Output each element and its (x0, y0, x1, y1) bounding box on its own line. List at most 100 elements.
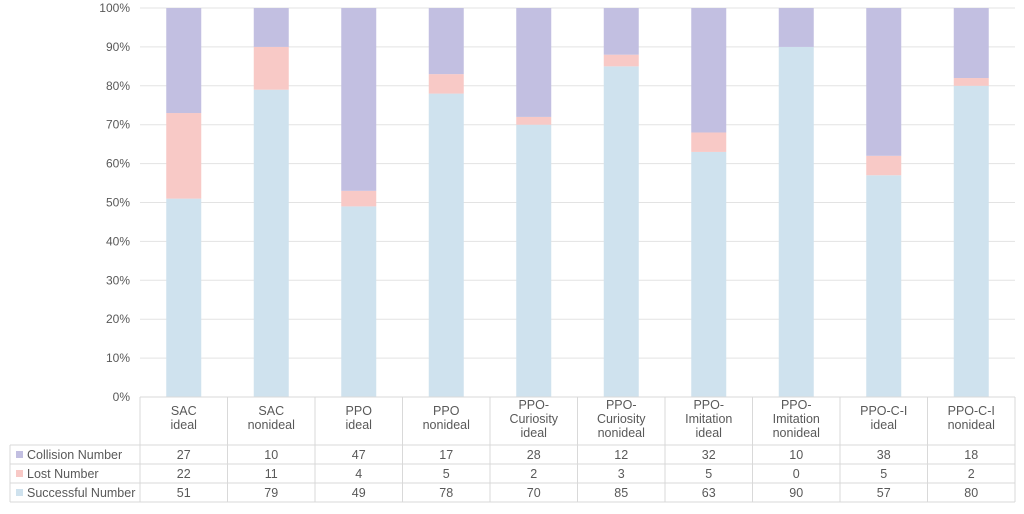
bar-segment (953, 8, 989, 79)
bar-segment (516, 8, 552, 117)
bar-segment (253, 89, 289, 397)
data-label: 10 (264, 448, 278, 462)
data-label: 49 (352, 486, 366, 500)
x-category-label: PPO-C-I (948, 404, 995, 418)
bar-segment (866, 155, 902, 176)
bar-segment (866, 8, 902, 156)
bar-segment (778, 8, 814, 47)
bar-segment (341, 190, 377, 207)
legend-entry: Successful Number (27, 486, 135, 500)
x-category-label: PPO (346, 404, 373, 418)
bar-segment (778, 46, 814, 398)
x-category-label: nonideal (948, 418, 995, 432)
bar-segment (253, 46, 289, 90)
x-category-label: ideal (521, 426, 547, 440)
data-label: 18 (964, 448, 978, 462)
x-category-label: SAC (258, 404, 284, 418)
x-category-label: ideal (696, 426, 722, 440)
data-label: 0 (793, 467, 800, 481)
data-label: 78 (439, 486, 453, 500)
y-tick-label: 20% (106, 312, 130, 326)
legend-entry: Lost Number (27, 467, 99, 481)
bar-segment (166, 113, 202, 199)
y-tick-label: 90% (106, 40, 130, 54)
x-category-label: Curiosity (509, 412, 558, 426)
data-label: 90 (789, 486, 803, 500)
bar-segment (516, 124, 552, 397)
data-label: 2 (530, 467, 537, 481)
bar-segment (166, 8, 202, 114)
x-category-label: ideal (871, 418, 897, 432)
x-category-label: Imitation (773, 412, 820, 426)
x-category-label: nonideal (773, 426, 820, 440)
bar-segment (866, 175, 902, 397)
y-tick-label: 30% (106, 273, 130, 287)
x-category-label: PPO- (781, 398, 812, 412)
x-category-label: ideal (171, 418, 197, 432)
data-label: 70 (527, 486, 541, 500)
data-label: 22 (177, 467, 191, 481)
x-category-label: PPO (433, 404, 460, 418)
x-category-label: PPO-C-I (860, 404, 907, 418)
data-label: 11 (265, 467, 278, 481)
legend-swatch (16, 451, 23, 458)
data-label: 80 (964, 486, 978, 500)
y-tick-label: 0% (113, 390, 131, 404)
data-label: 47 (352, 448, 366, 462)
y-tick-label: 80% (106, 79, 130, 93)
data-label: 79 (264, 486, 278, 500)
data-label: 5 (705, 467, 712, 481)
bar-segment (603, 54, 639, 67)
y-tick-label: 50% (106, 196, 130, 210)
x-category-label: Curiosity (597, 412, 646, 426)
data-label: 10 (789, 448, 803, 462)
bar-segment (691, 151, 727, 397)
bar-segment (516, 116, 552, 125)
bar-segment (691, 8, 727, 133)
x-category-label: PPO- (693, 398, 724, 412)
bar-segment (953, 78, 989, 86)
data-label: 5 (880, 467, 887, 481)
y-tick-label: 40% (106, 234, 130, 248)
data-label: 3 (618, 467, 625, 481)
bar-segment (428, 74, 464, 94)
legend-swatch (16, 470, 23, 477)
data-label: 5 (443, 467, 450, 481)
data-label: 2 (968, 467, 975, 481)
y-tick-label: 60% (106, 157, 130, 171)
data-label: 27 (177, 448, 191, 462)
bar-segment (603, 8, 639, 55)
bar-segment (603, 66, 639, 397)
x-category-label: SAC (171, 404, 197, 418)
x-category-label: PPO- (606, 398, 637, 412)
x-category-label: nonideal (248, 418, 295, 432)
bar-segment (166, 198, 202, 397)
y-tick-label: 100% (99, 1, 130, 15)
data-label: 28 (527, 448, 541, 462)
data-label: 57 (877, 486, 891, 500)
x-category-label: nonideal (598, 426, 645, 440)
data-label: 32 (702, 448, 716, 462)
x-category-label: nonideal (423, 418, 470, 432)
data-label: 85 (614, 486, 628, 500)
x-category-label: PPO- (518, 398, 549, 412)
data-label: 4 (355, 467, 362, 481)
bar-segment (341, 206, 377, 397)
data-label: 38 (877, 448, 891, 462)
bar-segment (428, 93, 464, 397)
bar-segment (341, 8, 377, 191)
x-category-label: ideal (346, 418, 372, 432)
bar-segment (953, 85, 989, 398)
y-tick-label: 70% (106, 118, 130, 132)
data-label: 12 (614, 448, 628, 462)
x-category-label: Imitation (685, 412, 732, 426)
bar-segment (253, 8, 289, 47)
bar-segment (428, 8, 464, 75)
data-label: 17 (439, 448, 453, 462)
legend-entry: Collision Number (27, 448, 122, 462)
data-label: 63 (702, 486, 716, 500)
data-label: 51 (177, 486, 191, 500)
bar-segment (691, 132, 727, 152)
